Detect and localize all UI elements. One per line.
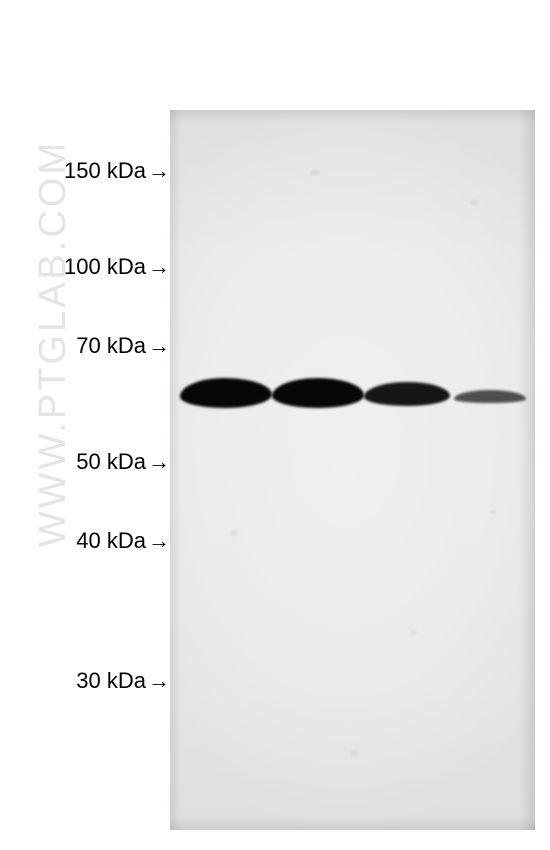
blot-edge [170, 816, 535, 830]
blot-edge [519, 110, 535, 830]
mw-marker: 100 kDa → [64, 254, 170, 280]
noise-spot [410, 630, 417, 635]
arrow-right-icon: → [148, 449, 170, 475]
protein-band [454, 390, 526, 403]
arrow-right-icon: → [148, 668, 170, 694]
mw-marker: 30 kDa → [76, 668, 170, 694]
mw-marker: 70 kDa → [76, 333, 170, 359]
noise-spot [310, 170, 320, 176]
blot-edge [170, 110, 182, 830]
blot-edge [170, 110, 535, 124]
noise-spot [490, 510, 496, 514]
mw-marker-label: 40 kDa [76, 528, 146, 554]
mw-marker: 150 kDa → [64, 158, 170, 184]
marker-labels-group: 150 kDa → 100 kDa → 70 kDa → 50 kDa → 40… [0, 110, 170, 830]
noise-spot [350, 750, 358, 756]
blot-membrane [170, 110, 535, 830]
arrow-right-icon: → [148, 254, 170, 280]
mw-marker-label: 30 kDa [76, 668, 146, 694]
mw-marker-label: 70 kDa [76, 333, 146, 359]
arrow-right-icon: → [148, 528, 170, 554]
arrow-right-icon: → [148, 158, 170, 184]
protein-band [272, 378, 364, 408]
figure-container: HeLa HepG2 SGC-7901 Caco-2 150 kDa → 100… [0, 0, 550, 850]
blot-background [170, 110, 535, 830]
protein-band [364, 382, 450, 406]
lane-labels-group: HeLa HepG2 SGC-7901 Caco-2 [0, 0, 550, 120]
arrow-right-icon: → [148, 333, 170, 359]
mw-marker: 40 kDa → [76, 528, 170, 554]
noise-spot [230, 530, 239, 536]
mw-marker-label: 150 kDa [64, 158, 146, 184]
protein-band [180, 378, 272, 408]
mw-marker-label: 50 kDa [76, 449, 146, 475]
mw-marker-label: 100 kDa [64, 254, 146, 280]
mw-marker: 50 kDa → [76, 449, 170, 475]
noise-spot [470, 200, 478, 205]
